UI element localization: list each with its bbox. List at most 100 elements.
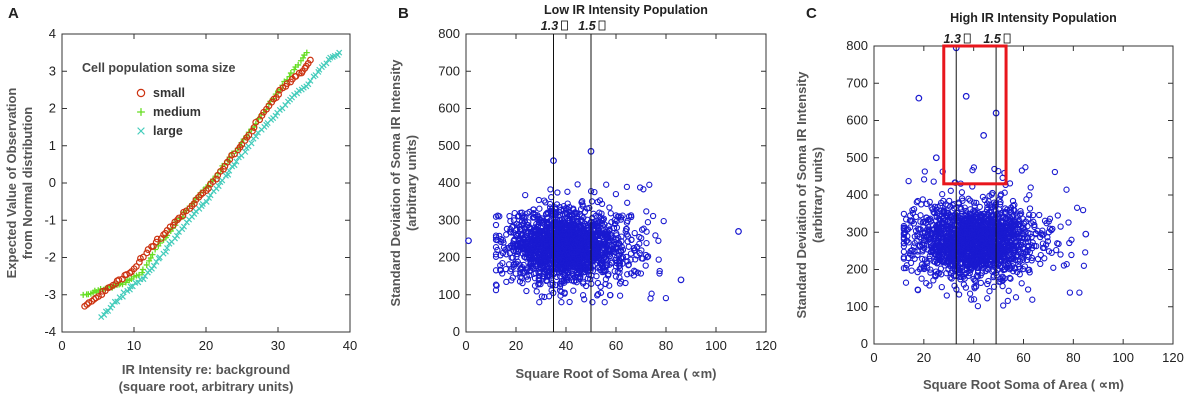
data-point bbox=[642, 262, 649, 269]
data-point bbox=[575, 243, 582, 251]
data-point bbox=[559, 210, 566, 218]
data-point bbox=[642, 251, 650, 259]
data-point bbox=[600, 216, 607, 224]
data-point bbox=[1057, 223, 1064, 230]
data-point-x bbox=[129, 283, 136, 290]
data-point bbox=[527, 234, 535, 241]
data-point bbox=[1082, 249, 1089, 256]
data-point-x bbox=[114, 298, 121, 305]
data-point-x bbox=[140, 276, 147, 283]
data-point bbox=[612, 249, 619, 256]
data-point bbox=[616, 262, 623, 269]
legend-title: Cell population soma size bbox=[82, 61, 236, 75]
panel-label: C bbox=[806, 5, 817, 22]
data-point bbox=[900, 248, 908, 255]
x-tick-label: 20 bbox=[509, 338, 523, 353]
data-point bbox=[529, 255, 536, 262]
data-point bbox=[612, 244, 619, 252]
data-point bbox=[581, 296, 588, 303]
data-point bbox=[556, 280, 564, 287]
data-point-plus bbox=[300, 54, 307, 61]
data-point bbox=[602, 280, 609, 288]
x-tick-label: 40 bbox=[343, 338, 357, 353]
y-tick-label: 100 bbox=[846, 299, 868, 314]
data-point bbox=[958, 195, 966, 202]
data-point bbox=[927, 269, 934, 276]
data-point bbox=[583, 224, 591, 231]
data-point bbox=[547, 186, 554, 193]
data-point bbox=[1065, 219, 1072, 226]
data-point bbox=[597, 260, 605, 267]
data-point bbox=[1080, 262, 1088, 269]
data-point bbox=[578, 199, 585, 206]
data-point bbox=[517, 265, 525, 272]
data-point bbox=[606, 282, 613, 289]
y-tick-label: 200 bbox=[438, 250, 460, 265]
data-point-x bbox=[137, 127, 145, 135]
data-point bbox=[570, 278, 578, 285]
data-point bbox=[643, 208, 650, 215]
data-point-circle bbox=[160, 231, 168, 239]
data-point bbox=[530, 206, 537, 213]
data-point bbox=[544, 263, 551, 270]
data-point bbox=[1018, 280, 1025, 287]
data-point bbox=[531, 282, 539, 289]
data-point bbox=[589, 299, 596, 306]
data-point bbox=[624, 271, 631, 278]
data-point bbox=[536, 299, 543, 306]
data-point bbox=[588, 198, 596, 205]
data-point-x bbox=[307, 77, 314, 84]
data-point bbox=[622, 279, 629, 287]
data-point bbox=[574, 217, 581, 225]
data-point bbox=[566, 298, 573, 306]
data-point bbox=[1029, 296, 1036, 303]
data-point bbox=[656, 267, 663, 275]
data-point-circle bbox=[174, 216, 181, 224]
data-point bbox=[570, 262, 577, 270]
data-point bbox=[594, 292, 601, 299]
data-point bbox=[1026, 211, 1033, 218]
data-point bbox=[517, 239, 524, 246]
data-point bbox=[557, 257, 565, 265]
data-point bbox=[604, 272, 612, 279]
data-point bbox=[609, 237, 616, 245]
data-point bbox=[900, 210, 908, 218]
data-point bbox=[569, 255, 577, 263]
data-point bbox=[1000, 302, 1007, 309]
data-point bbox=[601, 299, 608, 306]
y-tick-label: 600 bbox=[846, 113, 868, 128]
data-point bbox=[572, 248, 579, 256]
data-point bbox=[568, 248, 576, 256]
data-point bbox=[1073, 204, 1081, 211]
data-point bbox=[979, 193, 987, 201]
data-point bbox=[542, 199, 549, 206]
data-point bbox=[530, 210, 537, 217]
data-point bbox=[1051, 168, 1059, 176]
data-point bbox=[625, 243, 632, 250]
data-point bbox=[607, 210, 614, 217]
data-point bbox=[1027, 184, 1034, 191]
data-point bbox=[555, 251, 562, 259]
data-point-plus bbox=[147, 254, 154, 261]
data-point bbox=[597, 240, 605, 248]
data-point-x bbox=[215, 183, 222, 190]
threshold-label: 1.3 bbox=[541, 19, 558, 33]
data-point bbox=[535, 265, 543, 272]
data-point bbox=[537, 265, 545, 272]
data-point bbox=[628, 236, 635, 244]
y-tick-label: 1 bbox=[49, 138, 56, 153]
data-point bbox=[492, 253, 500, 260]
outlier-point bbox=[465, 237, 472, 245]
data-point bbox=[570, 226, 577, 233]
x-tick-label: 80 bbox=[659, 338, 673, 353]
data-point bbox=[643, 228, 650, 235]
panel-label: A bbox=[8, 5, 19, 22]
data-point bbox=[1063, 186, 1070, 193]
data-point-circle bbox=[283, 80, 291, 87]
data-point-x bbox=[120, 289, 127, 296]
data-point bbox=[1076, 289, 1083, 296]
data-point bbox=[947, 187, 954, 194]
data-point bbox=[512, 270, 519, 277]
chart-title: Low IR Intensity Population bbox=[544, 3, 708, 17]
